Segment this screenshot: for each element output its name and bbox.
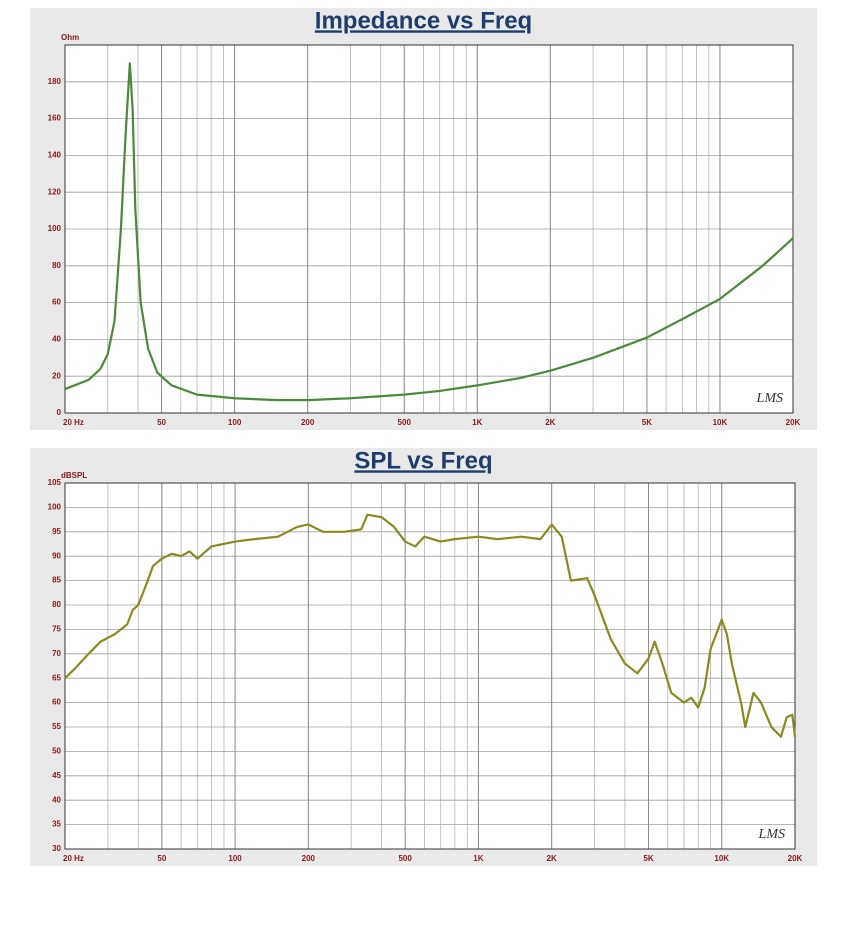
y-axis-label: dBSPL bbox=[61, 471, 87, 480]
x-tick-label: 200 bbox=[302, 854, 316, 863]
x-tick-label: 20 Hz bbox=[63, 418, 84, 427]
x-tick-label: 20K bbox=[786, 418, 801, 427]
y-tick-label: 60 bbox=[52, 298, 61, 307]
x-tick-label: 5K bbox=[643, 854, 653, 863]
x-tick-label: 5K bbox=[642, 418, 652, 427]
x-tick-label: 50 bbox=[157, 418, 166, 427]
x-tick-label: 2K bbox=[547, 854, 557, 863]
x-tick-label: 2K bbox=[545, 418, 555, 427]
x-tick-label: 10K bbox=[713, 418, 728, 427]
x-tick-label: 500 bbox=[398, 418, 412, 427]
y-tick-label: 55 bbox=[52, 722, 61, 731]
y-axis-label: Ohm bbox=[61, 33, 79, 42]
y-tick-label: 160 bbox=[48, 114, 62, 123]
y-tick-label: 120 bbox=[48, 187, 62, 196]
y-tick-label: 75 bbox=[52, 625, 61, 634]
x-tick-label: 50 bbox=[157, 854, 166, 863]
y-tick-label: 90 bbox=[52, 551, 61, 560]
x-tick-label: 1K bbox=[473, 854, 483, 863]
y-tick-label: 65 bbox=[52, 673, 61, 682]
y-tick-label: 20 bbox=[52, 371, 61, 380]
y-tick-label: 85 bbox=[52, 576, 61, 585]
y-tick-label: 100 bbox=[48, 503, 62, 512]
plot-area bbox=[65, 483, 795, 849]
x-tick-label: 100 bbox=[228, 418, 242, 427]
y-tick-label: 40 bbox=[52, 335, 61, 344]
y-tick-label: 45 bbox=[52, 771, 61, 780]
y-tick-label: 140 bbox=[48, 151, 62, 160]
chart-title: SPL vs Freq bbox=[354, 447, 492, 474]
y-tick-label: 80 bbox=[52, 261, 61, 270]
y-tick-label: 105 bbox=[48, 478, 62, 487]
y-tick-label: 70 bbox=[52, 649, 61, 658]
x-tick-label: 100 bbox=[228, 854, 242, 863]
x-tick-label: 200 bbox=[301, 418, 315, 427]
y-tick-label: 95 bbox=[52, 527, 61, 536]
x-tick-label: 10K bbox=[714, 854, 729, 863]
plot-frame bbox=[64, 482, 796, 850]
x-tick-label: 500 bbox=[398, 854, 412, 863]
y-tick-label: 35 bbox=[52, 820, 61, 829]
x-tick-label: 1K bbox=[472, 418, 482, 427]
y-tick-label: 100 bbox=[48, 224, 62, 233]
data-line bbox=[64, 62, 794, 402]
y-tick-label: 60 bbox=[52, 698, 61, 707]
y-tick-label: 40 bbox=[52, 795, 61, 804]
x-tick-label: 20K bbox=[788, 854, 803, 863]
logo: LMS bbox=[756, 391, 783, 406]
chart-title: Impedance vs Freq bbox=[315, 7, 532, 34]
y-tick-label: 180 bbox=[48, 77, 62, 86]
logo: LMS bbox=[758, 827, 785, 842]
y-tick-label: 30 bbox=[52, 844, 61, 853]
y-tick-label: 50 bbox=[52, 747, 61, 756]
data-line bbox=[64, 513, 797, 738]
y-tick-label: 0 bbox=[57, 408, 62, 417]
x-tick-label: 20 Hz bbox=[63, 854, 84, 863]
y-tick-label: 80 bbox=[52, 600, 61, 609]
plot-frame bbox=[64, 44, 794, 414]
